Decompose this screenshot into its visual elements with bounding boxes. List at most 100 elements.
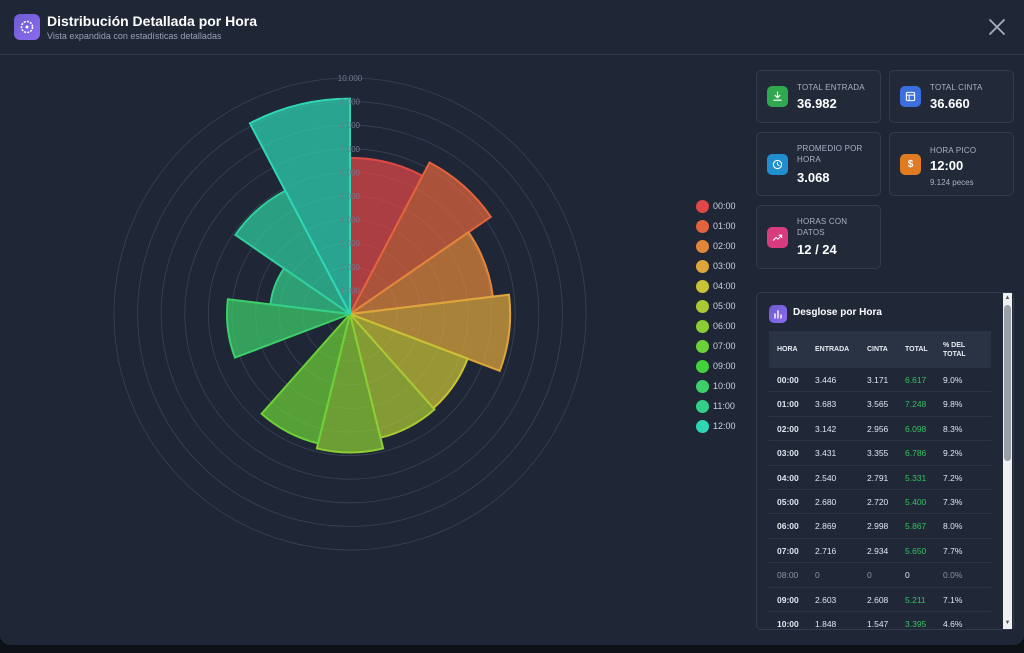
legend-item[interactable]: 09:00 [696, 356, 736, 376]
th-pct[interactable]: % DEL TOTAL [943, 341, 966, 358]
cell-entrada: 1.848 [815, 618, 837, 629]
cell-cinta: 1.547 [867, 618, 889, 629]
tick-label: 7.000 [340, 145, 361, 154]
scrollbar-thumb[interactable] [1004, 305, 1011, 461]
table-row[interactable]: 04:00 2.540 2.791 5.331 7.2% [769, 466, 991, 490]
legend-label: 02:00 [713, 241, 736, 251]
cell-entrada: 2.540 [815, 472, 837, 483]
stat-card-horas-datos: Horas con Datos 12 / 24 [756, 205, 881, 269]
tick-label: 1.000 [340, 286, 361, 295]
legend-item[interactable]: 11:00 [696, 396, 736, 416]
legend-item[interactable]: 07:00 [696, 336, 736, 356]
wedge-1200[interactable] [248, 97, 351, 315]
cell-cinta: 2.720 [867, 496, 889, 507]
cell-total: 6.786 [905, 448, 927, 459]
legend-swatch [696, 419, 709, 433]
wedge-0100[interactable] [349, 161, 493, 315]
table-row[interactable]: 00:00 3.446 3.171 6.617 9.0% [769, 368, 991, 393]
table-row[interactable]: 08:00 0 0 0 0.0% [769, 563, 991, 588]
cell-cinta: 2.998 [867, 521, 889, 532]
stat-card-promedio: Promedio por Hora 3.068 [756, 132, 881, 196]
stat-value: 3.068 [797, 170, 830, 185]
legend-item[interactable]: 04:00 [696, 276, 736, 296]
wedge-0700[interactable] [260, 313, 351, 445]
legend-item[interactable]: 05:00 [696, 296, 736, 316]
th-total[interactable]: TOTAL [905, 346, 928, 353]
legend-item[interactable]: 03:00 [696, 256, 736, 276]
cell-hora: 06:00 [777, 521, 799, 532]
clock-icon [14, 14, 40, 40]
stat-card-total-entrada: Total Entrada 36.982 [756, 70, 881, 123]
cell-pct: 9.8% [943, 399, 963, 410]
cell-entrada: 0 [815, 570, 820, 581]
tick-label: 6.000 [340, 168, 361, 177]
stat-label: Promedio por Hora [797, 144, 863, 164]
cell-pct: 7.2% [943, 472, 963, 483]
wedge-0900[interactable] [226, 298, 351, 359]
th-entrada[interactable]: ENTRADA [815, 346, 850, 353]
modal-title: Distribución Detallada por Hora [47, 13, 258, 29]
legend-item[interactable]: 01:00 [696, 216, 736, 236]
cell-entrada: 2.716 [815, 545, 837, 556]
legend-item[interactable]: 00:00 [696, 196, 736, 216]
cell-pct: 9.2% [943, 448, 963, 459]
cell-hora: 00:00 [777, 375, 799, 385]
cell-cinta: 2.608 [867, 594, 889, 605]
legend-label: 06:00 [713, 321, 736, 331]
table-row[interactable]: 03:00 3.431 3.355 6.786 9.2% [769, 441, 991, 466]
cell-cinta: 3.355 [867, 448, 889, 459]
cell-entrada: 2.603 [815, 594, 837, 605]
scroll-up-icon[interactable]: ▲ [1004, 295, 1011, 301]
tick-label: 10.000 [338, 74, 363, 83]
stat-value: 36.982 [797, 96, 837, 111]
cell-cinta: 2.956 [867, 423, 889, 434]
hourly-breakdown-panel: Desglose por Hora HORA ENTRADA CINTA TOT… [756, 292, 1014, 630]
legend-item[interactable]: 10:00 [696, 376, 736, 396]
close-icon[interactable] [986, 16, 1008, 38]
modal-header: Distribución Detallada por Hora Vista ex… [0, 0, 1024, 55]
wedge-0600[interactable] [315, 313, 385, 454]
cell-entrada: 2.680 [815, 496, 837, 507]
stat-value: 36.660 [930, 96, 970, 111]
wedge-0300[interactable] [349, 293, 512, 373]
legend-item[interactable]: 02:00 [696, 236, 736, 256]
tick-label: 5.000 [340, 192, 361, 201]
legend-item[interactable]: 12:00 [696, 416, 736, 436]
legend-swatch [696, 319, 709, 333]
table-row[interactable]: 07:00 2.716 2.934 5.650 7.7% [769, 539, 991, 564]
legend-item[interactable]: 06:00 [696, 316, 736, 336]
legend-swatch [696, 259, 709, 273]
table-row[interactable]: 09:00 2.603 2.608 5.211 7.1% [769, 588, 991, 612]
table-scrollbar[interactable]: ▲ ▼ [1003, 293, 1012, 629]
cell-hora: 03:00 [777, 448, 799, 459]
cell-entrada: 3.683 [815, 399, 837, 410]
stat-label: Horas con Datos [797, 217, 848, 237]
th-cinta[interactable]: CINTA [867, 346, 888, 353]
cell-entrada: 2.869 [815, 521, 837, 532]
layout-icon [900, 86, 921, 107]
cell-pct: 9.0% [943, 375, 963, 385]
legend-swatch [696, 279, 709, 293]
cell-cinta: 3.171 [867, 375, 889, 385]
grid-ring [113, 77, 587, 551]
cell-total: 6.098 [905, 423, 927, 434]
stat-label: Total Cinta [930, 83, 983, 92]
cell-pct: 0.0% [943, 570, 963, 581]
th-hora[interactable]: HORA [777, 346, 798, 353]
table-row[interactable]: 02:00 3.142 2.956 6.098 8.3% [769, 417, 991, 442]
table-row[interactable]: 05:00 2.680 2.720 5.400 7.3% [769, 490, 991, 515]
cell-entrada: 3.431 [815, 448, 837, 459]
stat-label: Total Entrada [797, 83, 865, 92]
scroll-down-icon[interactable]: ▼ [1004, 620, 1011, 626]
legend-swatch [696, 239, 709, 253]
legend-label: 03:00 [713, 261, 736, 271]
table-row[interactable]: 01:00 3.683 3.565 7.248 9.8% [769, 392, 991, 417]
bottom-strip [0, 645, 1024, 653]
cell-total: 6.617 [905, 375, 927, 385]
clock-icon [767, 154, 788, 175]
table-row[interactable]: 06:00 2.869 2.998 5.867 8.0% [769, 514, 991, 539]
tick-label: 8.000 [340, 121, 361, 130]
cell-hora: 07:00 [777, 545, 799, 556]
tick-label: 4.000 [340, 216, 361, 225]
table-row[interactable]: 10:00 1.848 1.547 3.395 4.6% [769, 612, 991, 629]
